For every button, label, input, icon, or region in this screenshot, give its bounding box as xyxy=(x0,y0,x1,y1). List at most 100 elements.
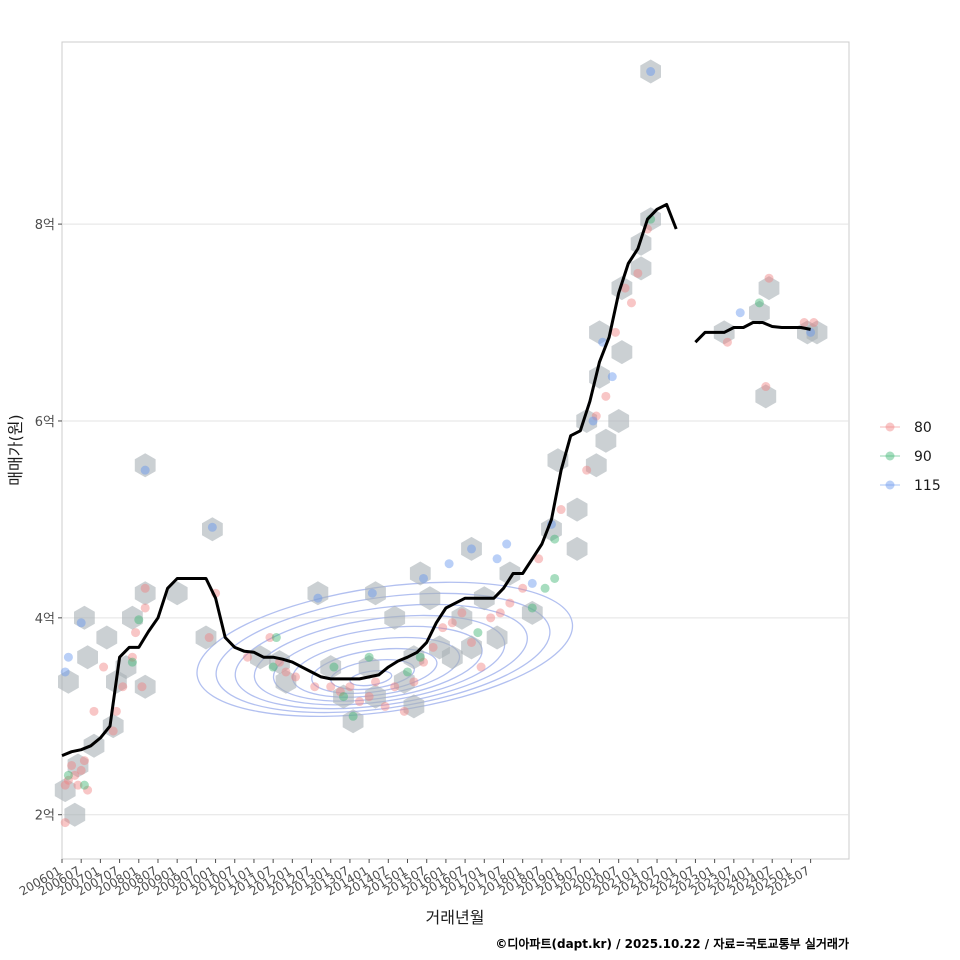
data-point-80 xyxy=(591,411,601,421)
data-point-90 xyxy=(268,662,278,672)
hexbin-cell xyxy=(806,320,828,345)
hexbin-cell xyxy=(64,802,86,827)
hexbin-cell xyxy=(307,581,329,606)
hexbin-cell xyxy=(102,714,124,739)
hexbin-cell xyxy=(54,778,76,803)
data-point-90 xyxy=(127,657,137,667)
hexbin-cell xyxy=(358,655,380,680)
data-point-115 xyxy=(367,588,377,598)
data-point-80 xyxy=(505,598,515,608)
y-tick-label: 4억 xyxy=(35,612,55,627)
legend-key-point xyxy=(885,422,895,432)
data-point-80 xyxy=(70,770,80,780)
data-point-80 xyxy=(428,642,438,652)
hexbin-cell xyxy=(595,428,617,453)
data-point-80 xyxy=(438,623,448,633)
data-point-90 xyxy=(348,711,358,721)
data-point-90 xyxy=(339,692,349,702)
hexbin-cell xyxy=(566,497,588,522)
data-point-115 xyxy=(607,372,617,382)
hexbin-cell xyxy=(499,561,521,586)
data-point-115 xyxy=(60,667,70,677)
median-line xyxy=(694,321,811,344)
hexbin-cell xyxy=(566,536,588,561)
data-point-90 xyxy=(754,298,764,308)
data-point-80 xyxy=(137,682,147,692)
hexbin-cell xyxy=(630,256,652,281)
y-tick-label: 6억 xyxy=(35,415,55,430)
hexbin-cell xyxy=(166,581,188,606)
hexbin-cell xyxy=(521,600,543,625)
data-point-90 xyxy=(415,652,425,662)
data-point-115 xyxy=(419,573,429,583)
data-point-80 xyxy=(83,785,93,795)
data-point-80 xyxy=(76,765,86,775)
hexbin-cell xyxy=(384,605,406,630)
data-point-115 xyxy=(588,416,598,426)
data-point-80 xyxy=(73,780,83,790)
data-point-80 xyxy=(809,318,819,328)
data-point-80 xyxy=(326,682,336,692)
hexbin-cell xyxy=(486,625,508,650)
data-point-115 xyxy=(502,539,512,549)
data-point-80 xyxy=(380,701,390,711)
hexbin-cell xyxy=(134,453,156,478)
hexbin-cell xyxy=(115,655,137,680)
data-point-80 xyxy=(310,682,320,692)
data-point-115 xyxy=(63,652,73,662)
legend-label: 80 xyxy=(914,420,932,436)
data-point-90 xyxy=(364,652,374,662)
data-point-90 xyxy=(527,603,537,613)
hexbin-cell xyxy=(589,320,610,345)
data-point-80 xyxy=(626,298,636,308)
data-point-80 xyxy=(633,268,643,278)
legend-key-point xyxy=(885,451,895,461)
hexbin-cell xyxy=(275,669,297,694)
scatter-points xyxy=(60,67,819,828)
hexbin-cell xyxy=(461,635,482,660)
data-point-80 xyxy=(204,633,214,643)
data-point-80 xyxy=(447,618,457,628)
data-point-80 xyxy=(281,667,291,677)
data-point-90 xyxy=(550,573,560,583)
data-point-80 xyxy=(466,637,476,647)
hexbin-cell xyxy=(441,645,463,670)
data-point-115 xyxy=(646,67,656,77)
data-point-80 xyxy=(99,662,109,672)
data-point-80 xyxy=(67,760,77,770)
hexbin-layer xyxy=(54,59,828,827)
data-point-80 xyxy=(140,603,150,613)
data-point-80 xyxy=(60,818,70,828)
data-point-80 xyxy=(118,682,128,692)
data-point-80 xyxy=(79,756,89,766)
data-point-115 xyxy=(313,593,323,603)
hexbin-cell xyxy=(122,605,143,630)
hexbin-cell xyxy=(755,384,777,409)
y-axis-title: 매매가(원) xyxy=(6,414,25,485)
hexbin-cell xyxy=(608,409,630,433)
data-point-80 xyxy=(476,662,486,672)
hexbin-cell xyxy=(134,581,156,606)
data-point-80 xyxy=(89,706,99,716)
data-point-115 xyxy=(76,618,86,628)
legend: 80 90 115 xyxy=(880,420,941,494)
data-point-80 xyxy=(335,687,345,697)
data-point-80 xyxy=(63,775,73,785)
data-point-80 xyxy=(409,677,419,687)
hexbin-cell xyxy=(409,561,431,586)
data-point-80 xyxy=(265,633,275,643)
data-point-90 xyxy=(473,628,483,638)
trend-line xyxy=(61,202,811,757)
hexbin-cell xyxy=(195,625,217,650)
legend-label: 90 xyxy=(914,449,932,465)
data-point-80 xyxy=(364,692,374,702)
data-point-80 xyxy=(722,337,732,347)
data-point-115 xyxy=(444,559,454,569)
data-point-115 xyxy=(492,554,502,564)
data-point-80 xyxy=(131,628,141,638)
data-point-115 xyxy=(466,544,476,554)
data-point-80 xyxy=(518,583,528,593)
data-point-80 xyxy=(534,554,544,564)
data-point-80 xyxy=(457,608,467,618)
